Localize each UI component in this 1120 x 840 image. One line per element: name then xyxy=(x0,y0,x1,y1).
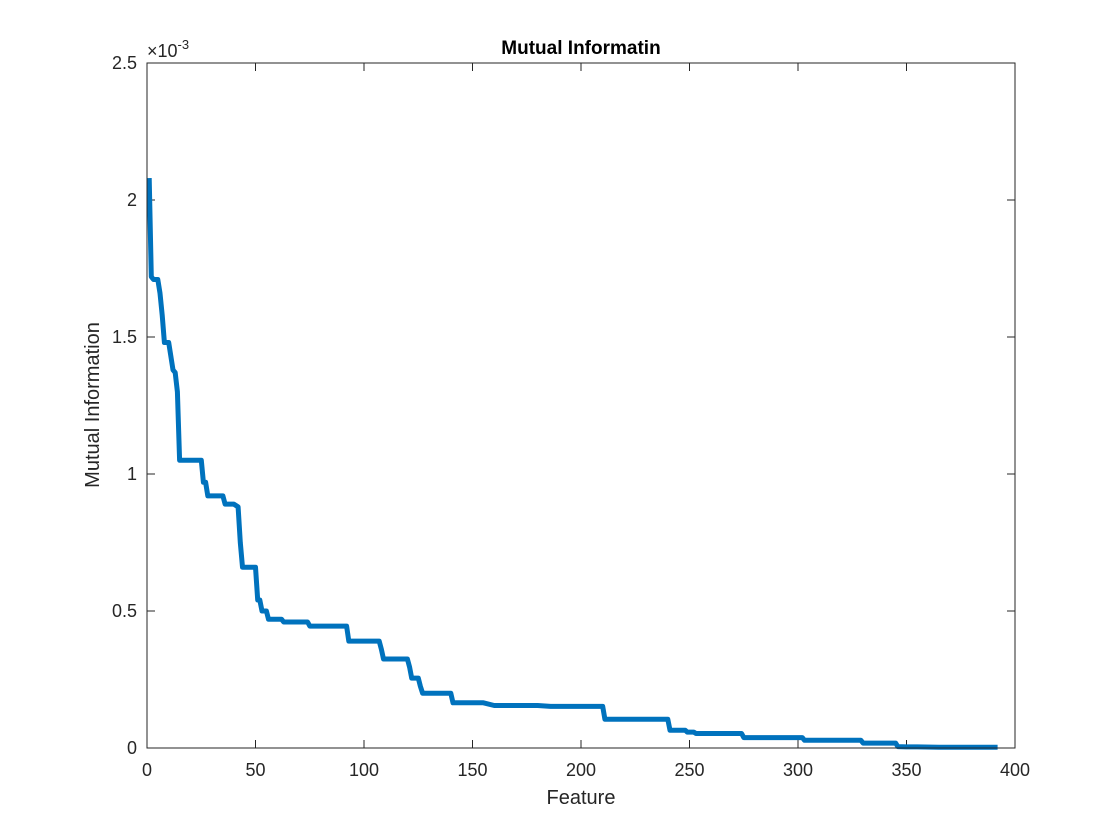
x-axis-label: Feature xyxy=(547,787,616,809)
series-line xyxy=(146,178,998,750)
y-tick-label: 0.5 xyxy=(112,601,137,621)
y-tick-label: 1.5 xyxy=(112,327,137,347)
x-tick-label: 300 xyxy=(783,760,813,780)
y-tick-label: 2.5 xyxy=(112,53,137,73)
x-tick-label: 0 xyxy=(142,760,152,780)
x-tick-label: 50 xyxy=(245,760,265,780)
y-tick-label: 1 xyxy=(127,464,137,484)
plot-area xyxy=(147,63,1015,748)
y-axis-multiplier-exponent: -3 xyxy=(178,37,190,52)
x-tick-label: 200 xyxy=(566,760,596,780)
axis-tick-labels: 0 50 100 150 200 250 300 350 400 0 0.5 1 1.5 2 2.5 xyxy=(112,53,1030,780)
x-tick-label: 350 xyxy=(891,760,921,780)
y-tick-label: 2 xyxy=(127,190,137,210)
y-axis-label: Mutual Information xyxy=(82,322,104,488)
series-layer xyxy=(146,178,998,750)
y-axis-multiplier-base: ×10 xyxy=(147,41,178,61)
x-tick-label: 250 xyxy=(674,760,704,780)
y-axis-multiplier: ×10-3 xyxy=(147,37,189,61)
x-tick-label: 100 xyxy=(349,760,379,780)
x-tick-label: 400 xyxy=(1000,760,1030,780)
chart-title: Mutual Informatin xyxy=(501,38,660,59)
y-tick-label: 0 xyxy=(127,738,137,758)
axes-box xyxy=(146,62,1016,749)
x-tick-label: 150 xyxy=(457,760,487,780)
